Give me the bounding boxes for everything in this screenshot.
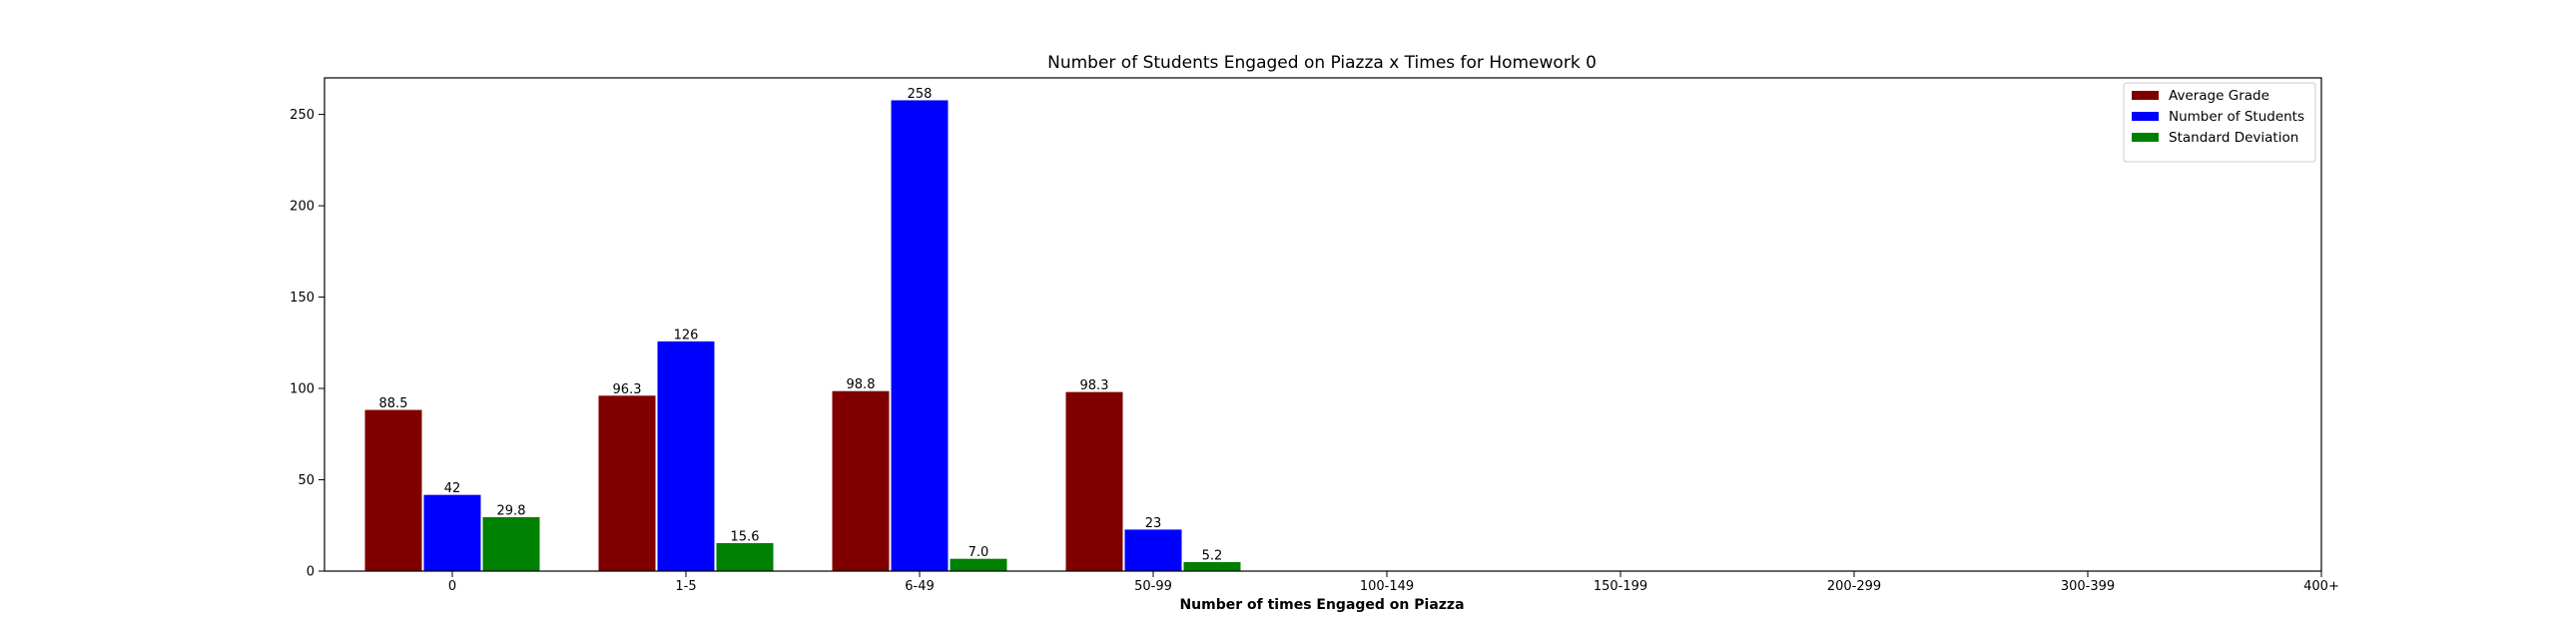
bar-number-of-students-1 xyxy=(656,339,716,572)
y-axis: 0 50 100 150 200 250 xyxy=(290,108,324,580)
bar-number-of-students-2 xyxy=(890,99,950,572)
x-tick-label: 100-149 xyxy=(1360,579,1414,594)
legend-entry: Number of Students xyxy=(2169,109,2304,125)
y-tick-label: 150 xyxy=(290,291,315,306)
bar-average-grade-0 xyxy=(363,408,423,572)
x-tick-label: 50-99 xyxy=(1134,579,1172,594)
y-tick-label: 100 xyxy=(290,382,315,397)
data-label: 98.3 xyxy=(1080,378,1109,393)
data-label: 96.3 xyxy=(613,382,642,397)
x-tick-label: 150-199 xyxy=(1594,579,1647,594)
data-label: 258 xyxy=(908,87,933,102)
y-tick-label: 50 xyxy=(298,473,315,488)
bar-average-grade-1 xyxy=(597,394,657,572)
data-label: 23 xyxy=(1145,516,1162,531)
legend: Average Grade Number of Students Standard … xyxy=(2123,82,2316,163)
legend-swatch xyxy=(2132,133,2159,142)
y-tick-label: 200 xyxy=(290,200,315,215)
chart-title: Number of Students Engaged on Piazza x T… xyxy=(1047,53,1597,73)
plot-area-frame xyxy=(323,77,2322,572)
x-axis-label: Number of times Engaged on Piazza xyxy=(1179,597,1464,613)
x-tick-label: 400+ xyxy=(2303,579,2339,594)
data-label: 15.6 xyxy=(731,529,760,544)
x-tick-label: 200-299 xyxy=(1827,579,1881,594)
x-tick-label: 1-5 xyxy=(675,579,696,594)
data-label: 5.2 xyxy=(1202,548,1223,563)
legend-entry: Average Grade xyxy=(2169,88,2269,104)
data-label: 88.5 xyxy=(379,396,408,411)
x-tick-label: 0 xyxy=(448,579,456,594)
bars-layer xyxy=(363,99,1242,572)
legend-swatch xyxy=(2132,112,2159,121)
bar-average-grade-2 xyxy=(831,389,891,572)
x-axis: 0 1-5 6-49 50-99 100-149 150-199 200-299 300-39… xyxy=(448,571,2339,594)
legend-swatch xyxy=(2132,91,2159,100)
bar-number-of-students-3 xyxy=(1123,528,1183,572)
data-label: 42 xyxy=(444,481,461,496)
y-tick-label: 0 xyxy=(307,565,315,580)
legend-entry: Standard Deviation xyxy=(2169,130,2298,146)
data-label: 98.8 xyxy=(847,377,876,392)
legend-frame xyxy=(2123,82,2316,163)
data-label: 29.8 xyxy=(497,503,526,518)
bar-standard-deviation-1 xyxy=(715,541,775,572)
bar-number-of-students-0 xyxy=(422,493,482,572)
bar-average-grade-3 xyxy=(1064,390,1124,572)
data-label: 7.0 xyxy=(968,545,989,560)
data-labels-layer: 88.5 42 29.8 96.3 126 15.6 98.8 258 7.0 98.3 23 5.2 xyxy=(379,87,1223,564)
x-tick-label: 300-399 xyxy=(2061,579,2115,594)
x-tick-label: 6-49 xyxy=(905,579,935,594)
data-label: 126 xyxy=(674,327,699,342)
y-tick-label: 250 xyxy=(290,108,315,123)
bar-standard-deviation-0 xyxy=(481,515,541,572)
